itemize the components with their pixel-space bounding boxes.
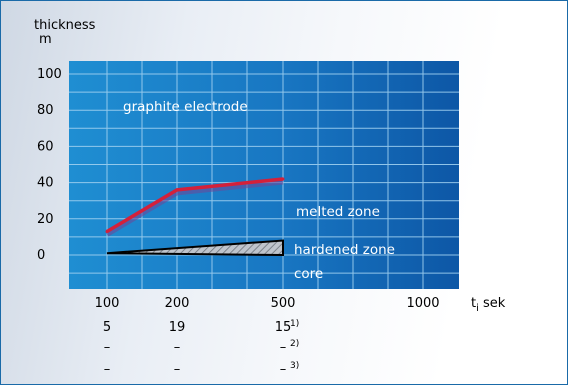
y-tick-20: 20 [37,212,54,227]
param-row-0-col-1: 19 [169,320,186,335]
param-row-2-col-2: – [280,362,287,377]
footnote-1: 1) [290,319,299,329]
series-0-point-1 [175,188,179,192]
param-row-1-col-0: – [104,340,111,355]
param-row-2-col-0: – [104,362,111,377]
y-tick-40: 40 [37,176,54,191]
y-tick-labels: 0 20 40 60 80 100 [37,67,62,263]
series-0-point-2 [281,177,285,181]
y-tick-60: 60 [37,139,54,154]
footnote-2: 2) [290,339,299,349]
param-row-2-col-1: – [174,362,181,377]
footnote-3: 3) [290,361,299,371]
y-tick-0: 0 [37,248,45,263]
annotation-melted-zone: melted zone [296,204,380,220]
y-tick-80: 80 [37,103,54,118]
x-axis-unit-label: ti sek [471,296,506,314]
y-axis-label-line2: m [39,32,52,47]
param-row-0-col-0: 5 [103,320,111,335]
x-tick-labels: 100 200 500 1000 [95,296,440,311]
annotation-graphite-electrode: graphite electrode [123,99,248,115]
annotation-hardened-zone: hardened zone [294,242,395,258]
x-unit-base: t [471,296,476,311]
y-axis-label-line1: thickness [34,18,96,33]
series-0-point-0 [105,229,109,233]
hardened-zone-polygon [106,239,284,257]
annotation-core: core [294,266,323,282]
x-tick-500: 500 [271,296,296,311]
param-row-1-col-1: – [174,340,181,355]
series-0-shadow [105,179,284,237]
x-unit-subscript: i [476,303,479,314]
x-unit-suffix: sek [479,296,506,311]
param-row-0-col-2: 15 [275,320,292,335]
parameter-rows: 5 19 151)– – –2)– – –3) [103,319,299,377]
gridlines [69,61,459,289]
x-tick-200: 200 [165,296,190,311]
param-row-1-col-2: – [280,340,287,355]
y-tick-100: 100 [37,67,62,82]
hardened-zone-band [106,239,284,257]
series-lines [105,177,285,237]
x-tick-100: 100 [95,296,120,311]
x-tick-1000: 1000 [406,296,439,311]
